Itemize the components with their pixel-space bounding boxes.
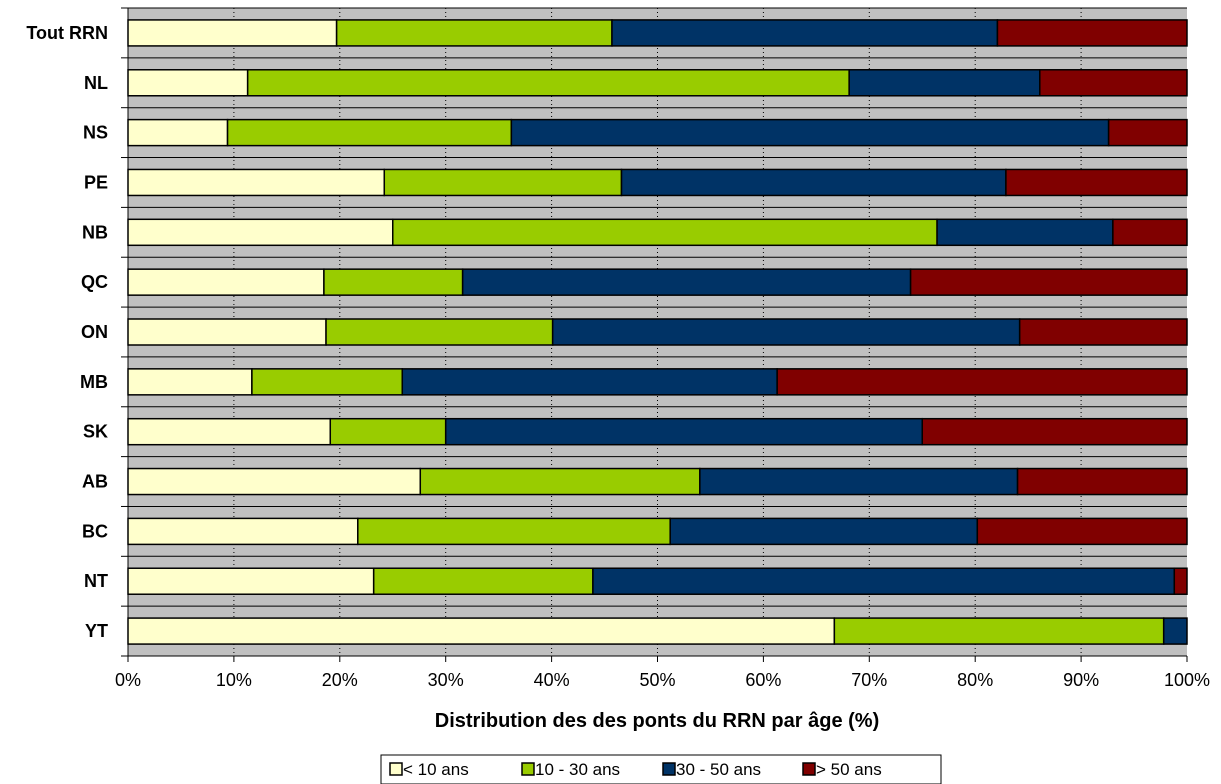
x-tick-label: 30%: [428, 670, 464, 690]
legend-label: 10 - 30 ans: [535, 760, 620, 779]
bar-segment-2: [251, 368, 404, 396]
legend-swatch: [389, 762, 403, 776]
bar-segment-3: [611, 19, 999, 47]
legend-swatch: [802, 762, 816, 776]
category-label: NS: [83, 123, 108, 143]
bar-segment-3: [620, 168, 1007, 197]
bar-segment-4: [976, 517, 1188, 546]
bar-segment-1: [127, 318, 327, 346]
category-label: NB: [82, 222, 108, 242]
x-tick-label: 100%: [1164, 670, 1210, 690]
bar-segment-1: [127, 69, 249, 97]
bar-segment-3: [669, 517, 979, 546]
bar-segment-3: [444, 417, 923, 446]
bar-segment-3: [936, 218, 1114, 247]
bar-segment-4: [1016, 467, 1188, 496]
category-label: NL: [84, 73, 108, 93]
bar-segment-2: [419, 467, 701, 496]
bar-segment-1: [127, 368, 253, 396]
bar-segment-1: [127, 118, 229, 147]
bar-segment-1: [127, 417, 332, 446]
legend-box: [380, 754, 942, 784]
bar-segment-1: [127, 168, 386, 197]
legend-items: < 10 ans 10 - 30 ans 30 - 50 ans > 50 ans: [389, 760, 882, 779]
bar-segment-4: [776, 368, 1188, 396]
category-label: BC: [82, 521, 108, 541]
bar-segment-4: [909, 268, 1188, 296]
x-tick-label: 10%: [216, 670, 252, 690]
bar-segment-3: [461, 268, 912, 296]
category-labels: Tout RRN NL NS PE NB QC ON MB SK AB BC NT YT: [26, 23, 108, 641]
bar-segment-4: [1018, 318, 1188, 346]
x-tick-label: 0%: [115, 670, 141, 690]
bar-segment-4: [1173, 567, 1188, 595]
bar-segment-4: [921, 417, 1188, 446]
bar-segment-2: [335, 19, 613, 47]
bar-segment-3: [848, 69, 1041, 97]
category-label: YT: [85, 621, 108, 641]
bar-segment-4: [1005, 168, 1188, 197]
x-tick-label: 80%: [957, 670, 993, 690]
bar-segment-3: [592, 567, 1176, 595]
bar-segment-3: [699, 467, 1019, 496]
x-tick-label: 70%: [851, 670, 887, 690]
bar-segment-2: [325, 318, 554, 346]
bar-segment-1: [127, 19, 338, 47]
bar-segment-2: [392, 218, 938, 247]
bar-segment-2: [833, 617, 1165, 645]
x-tick-label: 60%: [745, 670, 781, 690]
category-label: MB: [80, 372, 108, 392]
bar-segment-1: [127, 218, 394, 247]
category-label: PE: [84, 172, 108, 192]
x-tick-label: 40%: [534, 670, 570, 690]
bar-segment-3: [551, 318, 1021, 346]
category-label: NT: [84, 571, 108, 591]
x-axis: 0% 10% 20% 30% 40% 50% 60% 70% 80% 90% 100%: [115, 7, 1210, 690]
bar-segment-4: [996, 19, 1188, 47]
legend-swatch: [662, 762, 676, 776]
legend: < 10 ans 10 - 30 ans 30 - 50 ans > 50 ans: [380, 754, 942, 784]
bar-segment-2: [226, 118, 513, 147]
bar-segment-2: [323, 268, 464, 296]
bar-segment-1: [127, 467, 422, 496]
x-tick-label: 50%: [639, 670, 675, 690]
x-tick-label: 20%: [322, 670, 358, 690]
legend-swatch: [521, 762, 535, 776]
bar-segment-4: [1039, 69, 1188, 97]
bar-segment-2: [329, 417, 447, 446]
legend-label: < 10 ans: [403, 760, 469, 779]
bar-segment-1: [127, 567, 375, 595]
bar-segment-1: [127, 517, 359, 546]
bar-segment-4: [1112, 218, 1188, 247]
bar-segment-2: [357, 517, 671, 546]
x-axis-title: Distribution des des ponts du RRN par âg…: [435, 710, 879, 732]
legend-label: > 50 ans: [816, 760, 882, 779]
bar-segment-3: [510, 118, 1110, 147]
category-label: Tout RRN: [26, 23, 108, 43]
bar-segment-3: [401, 368, 778, 396]
gridlines: [128, 7, 1187, 656]
bar-segment-1: [127, 617, 836, 645]
bars: [127, 19, 1188, 645]
bar-segment-2: [246, 69, 850, 97]
legend-label: 30 - 50 ans: [676, 760, 761, 779]
x-tick-label: 90%: [1063, 670, 1099, 690]
bar-segment-4: [1107, 118, 1188, 147]
category-label: AB: [82, 472, 108, 492]
category-label: QC: [81, 272, 108, 292]
bar-segment-2: [383, 168, 623, 197]
bar-segment-2: [372, 567, 594, 595]
category-label: SK: [83, 422, 108, 442]
category-label: ON: [81, 322, 108, 342]
bar-segment-3: [1162, 617, 1188, 645]
bar-segment-1: [127, 268, 325, 296]
